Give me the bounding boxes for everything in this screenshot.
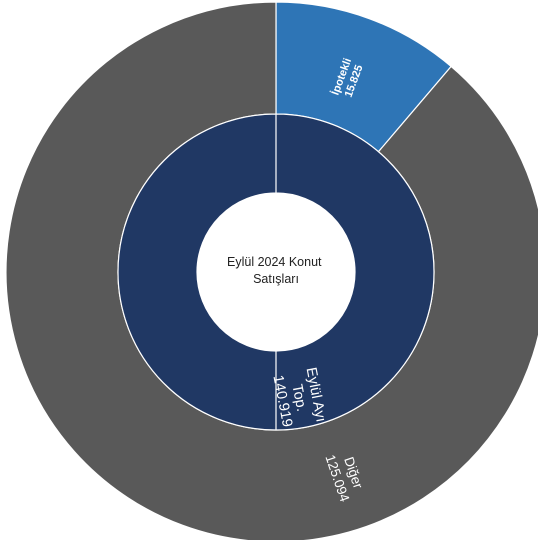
center-title: Eylül 2024 Konut Satışları (227, 255, 325, 286)
outer-ring (5, 1, 538, 540)
center-title-line-2: Satışları (253, 272, 299, 286)
center-title-line-1: Eylül 2024 Konut (227, 255, 322, 269)
center-hole (197, 193, 355, 351)
inner-label-0-line-1: Top. (289, 383, 310, 413)
